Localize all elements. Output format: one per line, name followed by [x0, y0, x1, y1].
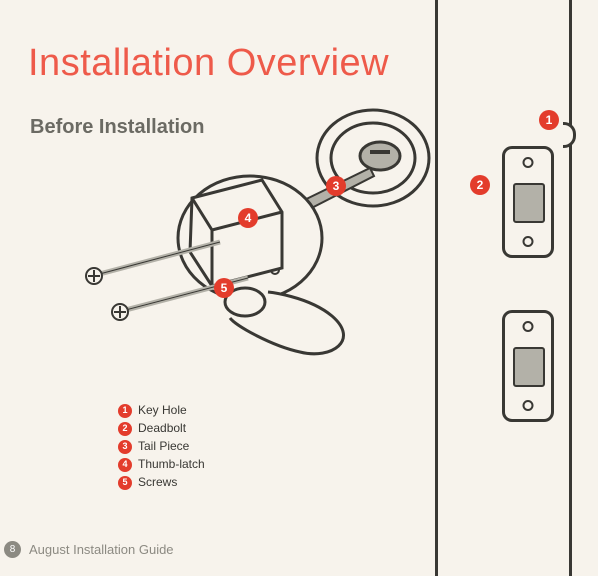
strike-plate-top — [502, 146, 554, 258]
legend: 1 Key Hole 2 Deadbolt 3 Tail Piece 4 Thumb-latc… — [118, 402, 205, 492]
lock-diagram-svg — [70, 100, 490, 400]
legend-label: Screws — [138, 474, 177, 491]
screw-hole-icon — [523, 400, 534, 411]
page-root: Installation Overview Before Installatio… — [0, 0, 598, 576]
callout-badge-2: 2 — [470, 175, 490, 195]
screw-hole-icon — [523, 236, 534, 247]
legend-row: 3 Tail Piece — [118, 438, 205, 455]
lock-diagram — [70, 100, 490, 400]
callout-badge-1: 1 — [539, 110, 559, 130]
page-title: Installation Overview — [28, 42, 389, 85]
callout-badge-4: 4 — [238, 208, 258, 228]
callout-badge-5: 5 — [214, 278, 234, 298]
keyhole-edge — [563, 122, 576, 148]
screw-hole-icon — [523, 321, 534, 332]
legend-row: 5 Screws — [118, 474, 205, 491]
latch-bolt — [513, 347, 545, 387]
legend-label: Key Hole — [138, 402, 187, 419]
legend-row: 4 Thumb-latch — [118, 456, 205, 473]
legend-badge: 1 — [118, 404, 132, 418]
door-edge-line — [569, 0, 572, 576]
strike-plate-bottom — [502, 310, 554, 422]
callout-badge-3: 3 — [326, 176, 346, 196]
legend-label: Thumb-latch — [138, 456, 205, 473]
page-number-badge: 8 — [4, 541, 21, 558]
thumb-latch — [190, 180, 282, 286]
legend-row: 2 Deadbolt — [118, 420, 205, 437]
footer-text: August Installation Guide — [29, 542, 174, 557]
legend-badge: 4 — [118, 458, 132, 472]
legend-badge: 3 — [118, 440, 132, 454]
legend-label: Deadbolt — [138, 420, 186, 437]
legend-label: Tail Piece — [138, 438, 189, 455]
deadbolt-bolt — [513, 183, 545, 223]
screw-hole-icon — [523, 157, 534, 168]
lever-handle — [225, 288, 343, 354]
legend-badge: 2 — [118, 422, 132, 436]
outer-cylinder — [292, 110, 429, 216]
legend-badge: 5 — [118, 476, 132, 490]
legend-row: 1 Key Hole — [118, 402, 205, 419]
page-footer: 8 August Installation Guide — [0, 541, 174, 558]
